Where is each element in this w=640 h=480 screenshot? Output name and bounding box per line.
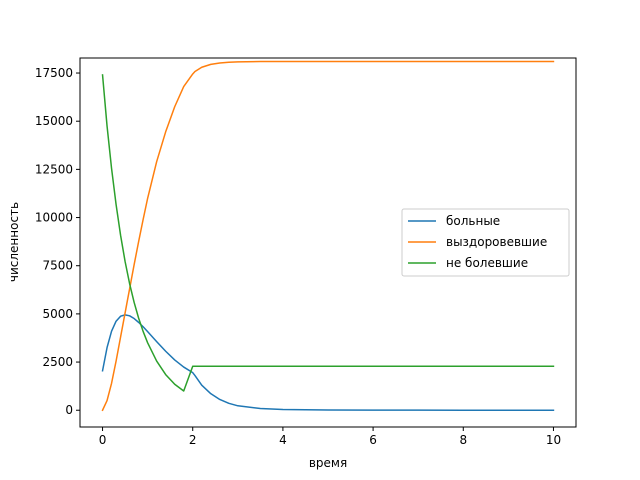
- y-tick-label: 15000: [35, 114, 73, 128]
- y-tick-label: 10000: [35, 211, 73, 225]
- series-line-1: [101, 60, 555, 412]
- y-axis-ticks: 0 2500 5000 7500 10000 12500 15000 17500: [35, 66, 80, 417]
- x-tick-label: 4: [279, 433, 287, 447]
- x-axis-label: время: [309, 456, 347, 470]
- x-axis-ticks: 0 2 4 6 8 10: [99, 427, 561, 447]
- plot-frame: [79, 57, 577, 428]
- y-tick-label: 7500: [42, 259, 73, 273]
- x-tick-label: 0: [99, 433, 107, 447]
- x-tick-label: 2: [189, 433, 197, 447]
- y-axis-label: численность: [7, 202, 21, 282]
- legend-label-1: выздоровевшие: [446, 235, 547, 249]
- x-tick-label: 10: [546, 433, 561, 447]
- y-tick-label: 12500: [35, 162, 73, 176]
- series-lines: [101, 60, 555, 412]
- legend-label-2: не болевшие: [446, 256, 528, 270]
- legend-box: [401, 208, 570, 277]
- x-tick-label: 8: [459, 433, 467, 447]
- y-tick-label: 17500: [35, 66, 73, 80]
- series-line-2: [101, 74, 555, 392]
- x-tick-label: 6: [369, 433, 377, 447]
- y-tick-label: 5000: [42, 307, 73, 321]
- legend: больные выздоровевшие не болевшие: [401, 208, 570, 277]
- legend-label-0: больные: [446, 214, 500, 228]
- y-tick-label: 0: [65, 403, 73, 417]
- y-tick-label: 2500: [42, 355, 73, 369]
